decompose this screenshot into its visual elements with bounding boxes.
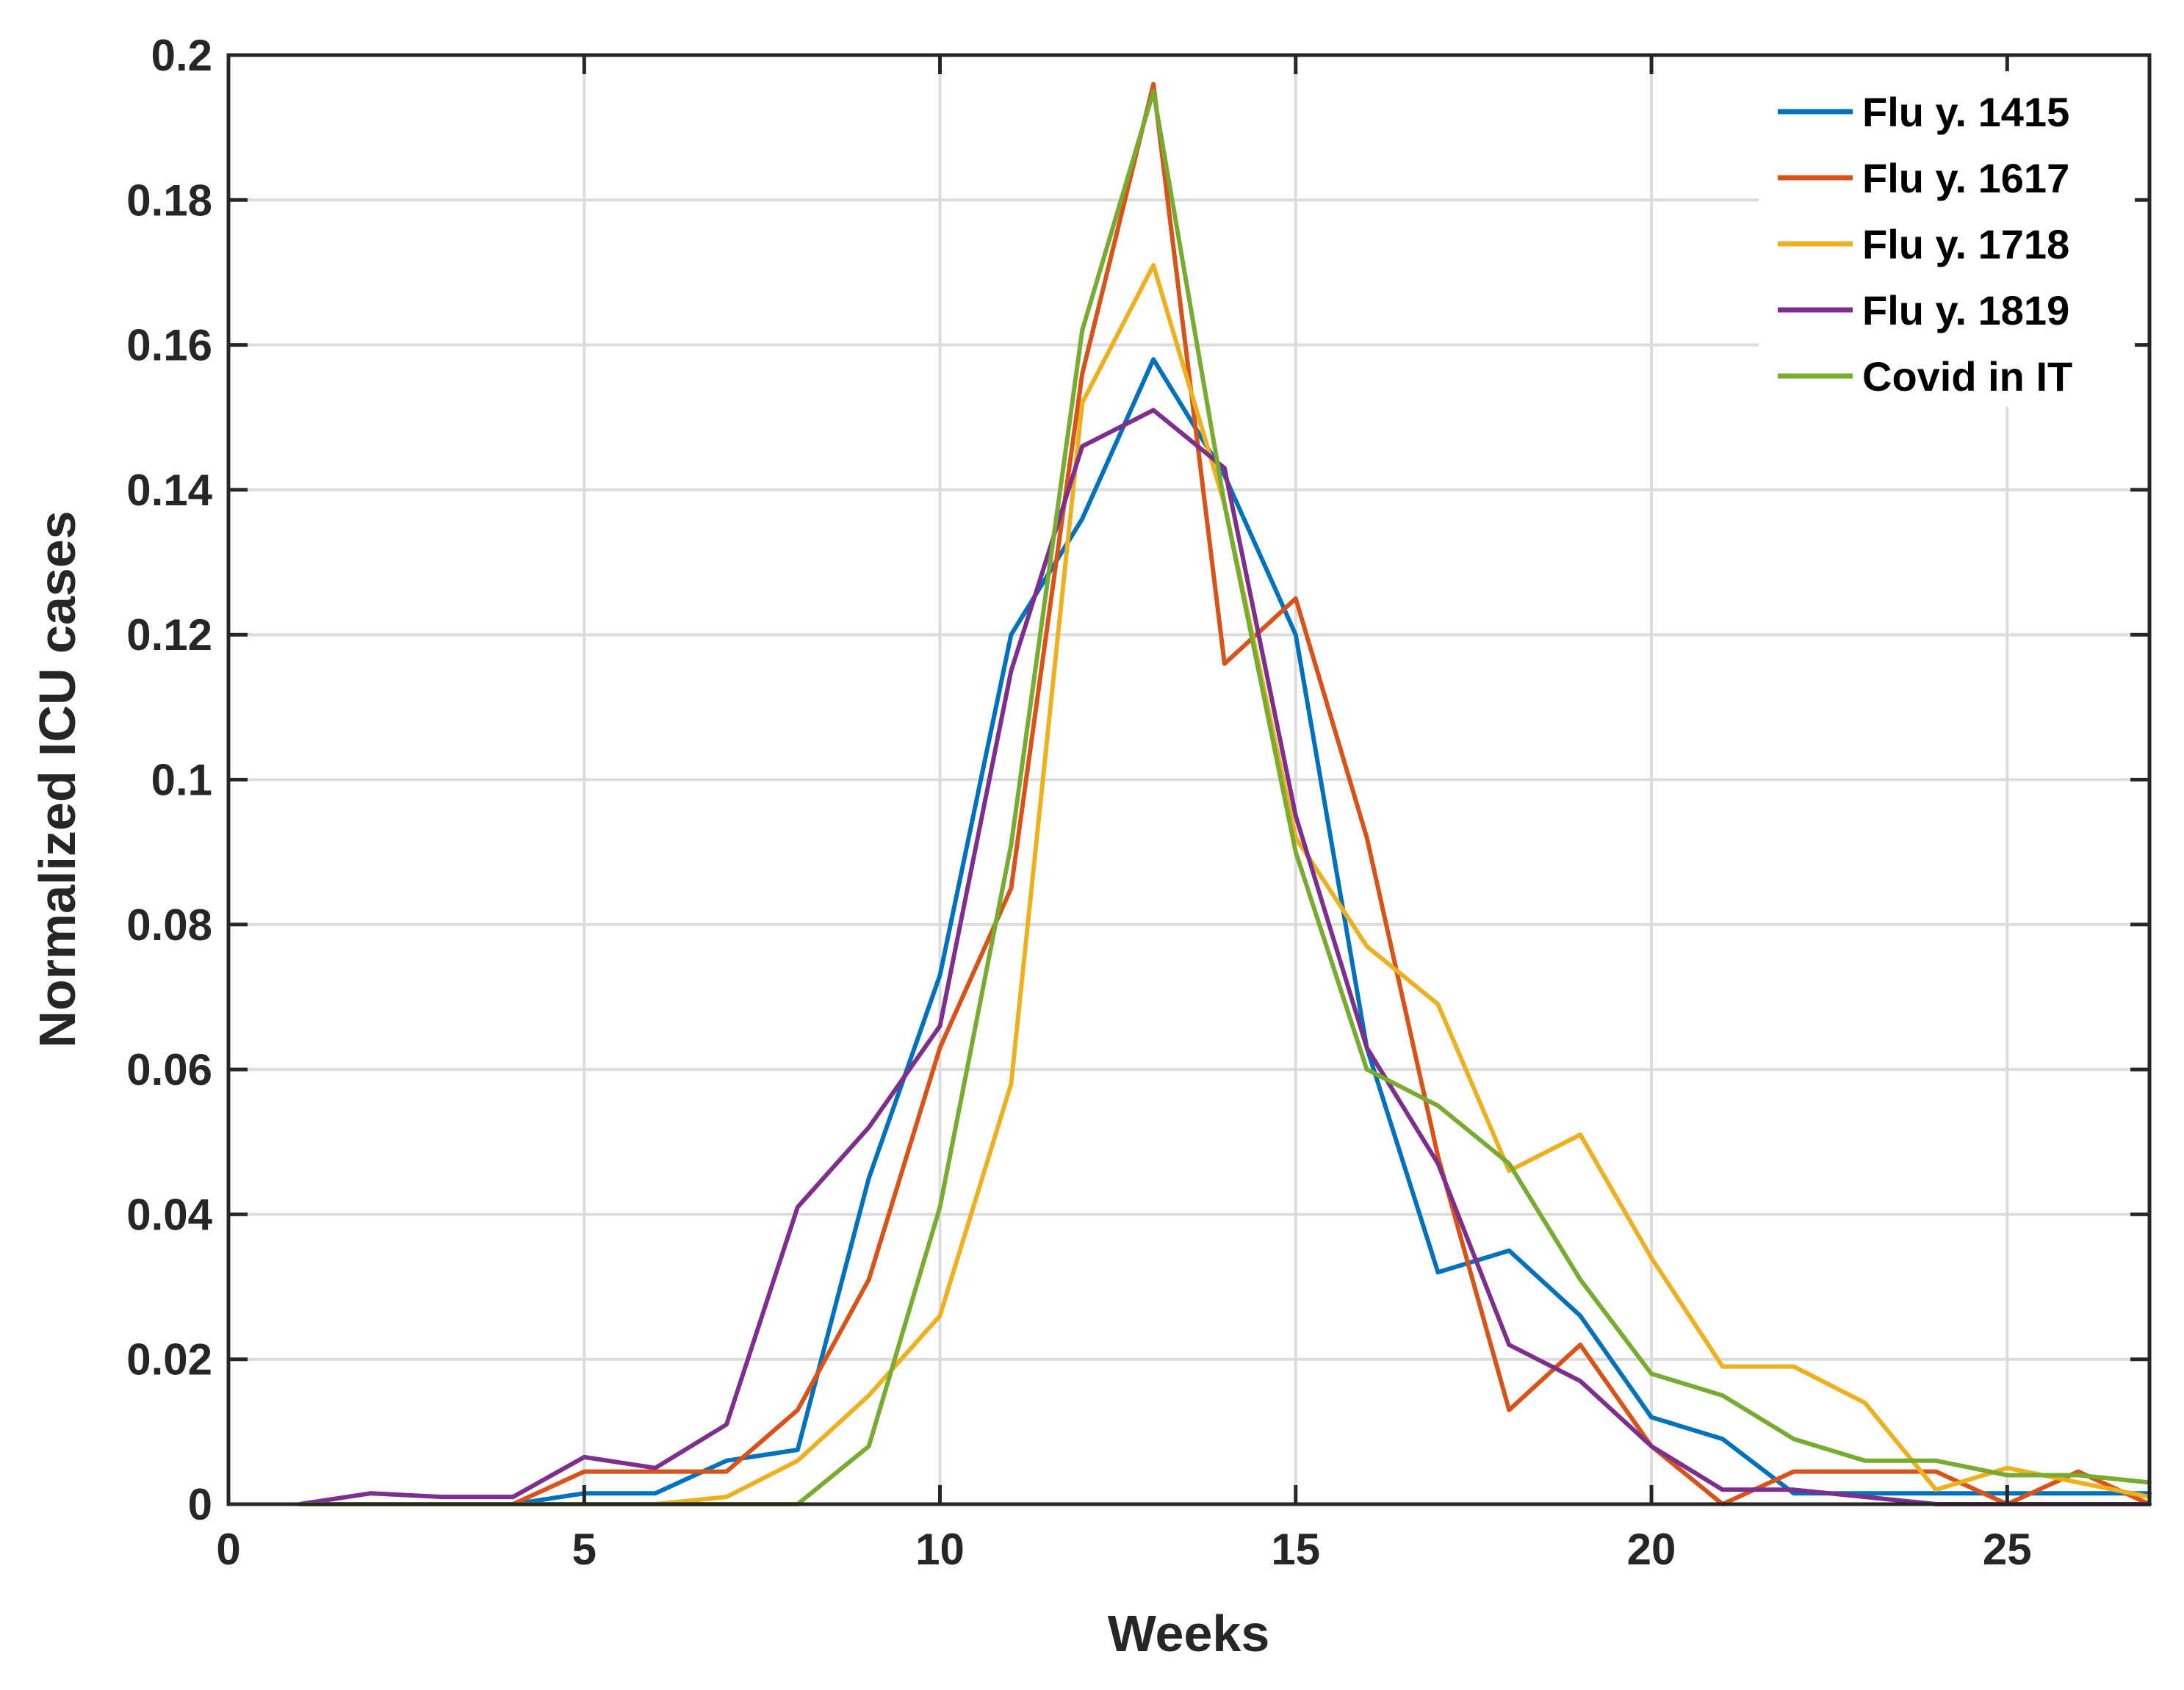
x-tick-label-1: 5	[572, 1525, 597, 1574]
legend-label-4: Covid in IT	[1862, 353, 2072, 400]
series-line-1	[297, 82, 2152, 1506]
y-tick-label-6: 0.12	[126, 610, 212, 660]
x-tick-label-3: 15	[1271, 1525, 1320, 1574]
y-tick-label-3: 0.06	[126, 1045, 212, 1094]
x-tick-label-2: 10	[915, 1525, 965, 1574]
legend-label-2: Flu y. 1718	[1862, 221, 2069, 267]
x-tick-label-5: 25	[1983, 1525, 2032, 1574]
x-tick-label-4: 20	[1627, 1525, 1676, 1574]
grid	[228, 55, 2149, 1504]
y-tick-label-8: 0.16	[126, 321, 212, 370]
y-tick-label-5: 0.1	[151, 756, 212, 805]
y-tick-label-10: 0.2	[151, 31, 212, 80]
x-axis-title: Weeks	[1108, 1605, 1270, 1662]
legend-label-3: Flu y. 1819	[1862, 287, 2069, 333]
legend-box	[1759, 71, 2135, 407]
y-tick-label-1: 0.02	[126, 1335, 212, 1384]
y-axis-title: Normalized ICU cases	[29, 510, 86, 1047]
legend-label-1: Flu y. 1617	[1862, 155, 2069, 201]
y-tick-label-0: 0	[188, 1480, 212, 1529]
y-tick-label-7: 0.14	[126, 466, 212, 515]
legend-label-0: Flu y. 1415	[1862, 89, 2069, 135]
y-tick-label-9: 0.18	[126, 176, 212, 225]
y-tick-label-2: 0.04	[126, 1190, 212, 1239]
y-tick-label-4: 0.08	[126, 900, 212, 950]
tick-labels: 0 5 10 15 20 25 0 0.02 0.04 0.06 0.08 0.1 0.12 0.14 0.…	[126, 31, 2031, 1574]
legend: Flu y. 1415 Flu y. 1617 Flu y. 1718 Flu y. …	[1759, 71, 2135, 407]
x-tick-label-0: 0	[216, 1525, 240, 1574]
ticks	[226, 53, 2149, 1506]
series-line-3	[297, 408, 2152, 1506]
